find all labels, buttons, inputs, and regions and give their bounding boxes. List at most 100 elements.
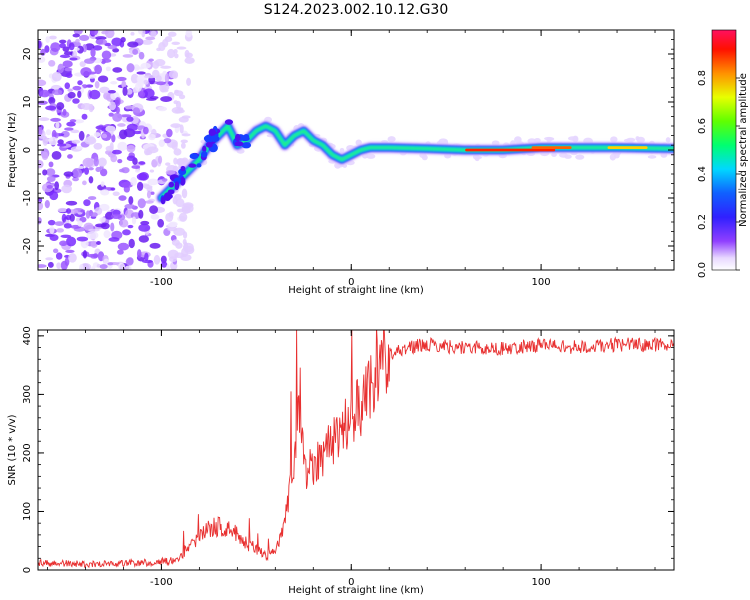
noise-blob [80,67,92,77]
noise-blob [142,126,149,135]
colorbar-tick-label: 0.8 [697,70,708,86]
y-tick-label: 200 [22,443,33,462]
noise-blob [77,90,82,99]
noise-blob [107,262,114,266]
noise-blob [68,42,75,51]
ridge-blob [189,153,199,160]
snr-plot-area [38,330,674,570]
noise-blob [48,35,57,40]
noise-blob [613,153,620,159]
noise-blob [88,228,100,232]
noise-blob [81,113,88,120]
noise-blob [61,213,67,223]
y-tick-label: 300 [22,385,33,404]
noise-blob [90,212,98,218]
noise-blob [151,159,158,168]
snr-x-ticks: -100 0 100 [47,330,656,588]
spectrogram-y-ticks: -20 -10 0 10 20 [22,29,674,271]
noise-blob [45,129,52,136]
noise-blob [118,168,125,173]
noise-blob [173,48,178,54]
noise-blob [86,231,99,240]
spectrogram-x-label: Height of straight line (km) [288,285,424,296]
noise-blob [111,149,122,155]
noise-blob [143,79,149,85]
noise-blob [68,253,77,263]
noise-blob [48,59,56,67]
noise-blob [72,85,82,91]
noise-blob [567,136,578,141]
noise-blob [544,136,554,141]
noise-blob [62,108,67,116]
noise-blob [160,255,167,264]
noise-blob [85,84,94,88]
noise-blob [93,132,101,137]
noise-blob [38,56,46,63]
noise-blob [79,263,84,270]
noise-blob [124,203,136,209]
noise-blob [148,58,154,62]
y-tick-label: 400 [22,326,33,345]
noise-blob [173,148,182,156]
noise-blob [76,45,84,54]
noise-blob [54,221,65,227]
noise-blob [56,228,64,233]
noise-blob [76,236,89,242]
noise-blob [51,150,62,160]
noise-blob [90,265,96,270]
noise-blob [144,252,149,262]
noise-blob [131,165,141,169]
noise-blob [157,155,163,164]
noise-blob [152,60,160,69]
noise-blob [186,77,192,87]
noise-blob [126,123,139,132]
noise-blob [89,30,99,36]
ridge-blob [174,181,180,191]
noise-blob [59,54,71,59]
noise-blob [130,31,135,36]
colorbar-ticks: 0.0 0.2 0.4 0.6 0.8 [697,70,740,278]
noise-blob [138,161,146,165]
colorbar-frame [711,29,737,271]
noise-blob [110,80,118,85]
noise-blob [72,98,80,104]
noise-blob [183,241,188,250]
noise-blob [38,201,44,211]
noise-blob [42,169,48,176]
noise-blob [138,209,144,219]
colorbar-tick-label: 0.6 [697,118,708,134]
noise-blob [161,178,168,182]
noise-blob [100,189,110,196]
noise-blob [112,67,123,73]
noise-blob [130,73,139,84]
noise-blob [80,209,85,213]
noise-blob [59,42,66,49]
noise-blob [71,139,81,144]
noise-blob [127,224,134,229]
noise-blob [64,67,73,72]
noise-blob [137,198,146,209]
noise-blob [112,112,123,122]
noise-blob [63,223,72,229]
noise-blob [87,196,97,201]
y-tick-label: 10 [22,96,33,109]
noise-blob [181,133,191,137]
noise-blob [40,48,46,56]
snr-frame [37,329,675,571]
noise-blob [45,36,50,44]
noise-blob [149,169,155,173]
noise-blob [117,141,128,151]
noise-blob [136,249,142,259]
noise-blob [72,33,80,38]
noise-blob [118,262,126,270]
noise-blob [103,230,111,239]
spectral-ridge [155,119,674,205]
ridge-blob [243,133,250,141]
noise-blob [75,38,80,43]
noise-blob [58,39,67,44]
noise-blob [339,147,345,154]
ridge-blob [196,163,202,168]
noise-blob [108,112,114,117]
colorbar: 0.0 0.2 0.4 0.6 0.8 Normalized spectral ampl… [697,29,749,278]
noise-blob [181,188,188,199]
